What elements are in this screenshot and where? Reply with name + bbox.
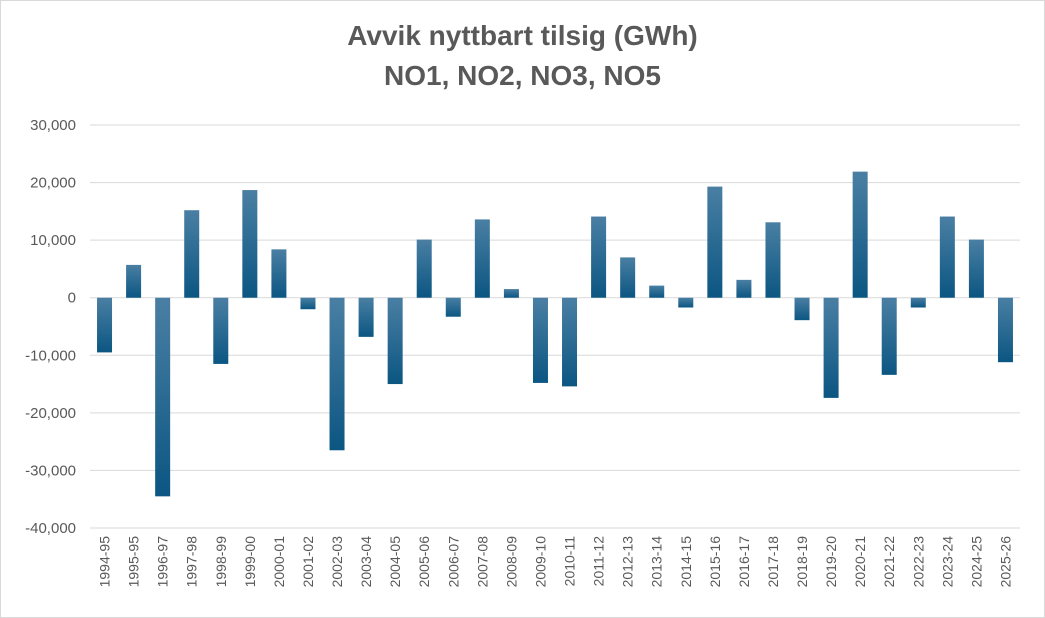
bar <box>474 219 490 298</box>
y-tick-label: -30,000 <box>25 462 76 479</box>
bar <box>794 297 810 321</box>
x-tick-label: 2022-23 <box>910 536 926 588</box>
bar <box>155 297 171 497</box>
x-tick-label: 2005-06 <box>416 536 432 588</box>
x-axis-ticks: 1994-95 1995-95 1996-97 1997-98 1998-99 1999-… <box>97 536 1014 588</box>
x-tick-label: 2000-01 <box>271 536 287 588</box>
x-tick-label: 2014-15 <box>678 536 694 588</box>
x-tick-label: 2015-16 <box>707 536 723 588</box>
x-tick-label: 2003-04 <box>358 536 374 588</box>
bar <box>823 297 839 398</box>
bar <box>852 171 868 298</box>
x-tick-label: 2025-26 <box>997 536 1013 588</box>
bar <box>300 297 316 310</box>
bar <box>562 297 578 387</box>
x-tick-label: 2002-03 <box>329 536 345 588</box>
bar <box>910 297 926 308</box>
y-tick-label: -10,000 <box>25 347 76 364</box>
gridlines <box>90 124 1020 529</box>
x-tick-label: 2007-08 <box>474 536 490 588</box>
bar <box>445 297 461 317</box>
chart-subtitle: NO1, NO2, NO3, NO5 <box>384 60 661 91</box>
bar <box>765 222 781 298</box>
x-tick-label: 2013-14 <box>649 536 665 588</box>
bar <box>968 239 984 298</box>
x-tick-label: 1998-99 <box>213 536 229 588</box>
x-tick-label: 2010-11 <box>562 536 578 587</box>
y-tick-label: -40,000 <box>25 520 76 537</box>
bars <box>97 171 1013 497</box>
bar <box>997 297 1013 363</box>
x-tick-label: 2023-24 <box>939 536 955 588</box>
x-tick-label: 2020-21 <box>852 536 868 588</box>
x-tick-label: 2008-09 <box>503 536 519 588</box>
bar <box>881 297 897 375</box>
bar <box>678 297 694 308</box>
y-tick-label: 0 <box>68 290 76 307</box>
bar <box>97 297 113 353</box>
x-tick-label: 2018-19 <box>794 536 810 588</box>
x-tick-label: 1995-95 <box>126 536 142 588</box>
y-tick-label: 10,000 <box>30 232 76 249</box>
bar <box>329 297 345 451</box>
x-tick-label: 1999-00 <box>242 536 258 588</box>
x-tick-label: 2012-13 <box>620 536 636 588</box>
y-tick-label: 30,000 <box>30 117 76 134</box>
bar <box>939 216 955 298</box>
x-tick-label: 1994-95 <box>97 536 113 588</box>
x-tick-label: 2019-20 <box>823 536 839 588</box>
bar <box>620 257 636 298</box>
y-axis-ticks: 30,000 20,000 10,000 0 -10,000 -20,000 -30,000… <box>25 117 76 537</box>
x-tick-label: 2001-02 <box>300 536 316 588</box>
bar <box>126 264 142 298</box>
bar <box>649 285 665 298</box>
chart-title: Avvik nyttbart tilsig (GWh) <box>347 20 698 51</box>
bar <box>503 289 519 298</box>
bar <box>358 297 374 337</box>
x-tick-label: 2016-17 <box>736 536 752 588</box>
bar <box>242 190 258 298</box>
x-tick-label: 2017-18 <box>765 536 781 588</box>
bar <box>213 297 229 364</box>
x-tick-label: 2024-25 <box>968 536 984 588</box>
x-tick-label: 2004-05 <box>387 536 403 588</box>
bar <box>184 210 200 298</box>
x-tick-label: 2021-22 <box>881 536 897 588</box>
x-tick-label: 2009-10 <box>532 536 548 588</box>
bar <box>271 249 287 298</box>
bar <box>591 216 607 298</box>
x-tick-label: 1997-98 <box>184 536 200 588</box>
x-tick-label: 1996-97 <box>155 536 171 588</box>
y-tick-label: 20,000 <box>30 175 76 192</box>
bar <box>736 279 752 298</box>
x-tick-label: 2006-07 <box>445 536 461 588</box>
bar <box>387 297 403 385</box>
bar <box>707 186 723 298</box>
bar <box>416 239 432 298</box>
y-tick-label: -20,000 <box>25 405 76 422</box>
bar <box>532 297 548 383</box>
x-tick-label: 2011-12 <box>591 536 607 587</box>
